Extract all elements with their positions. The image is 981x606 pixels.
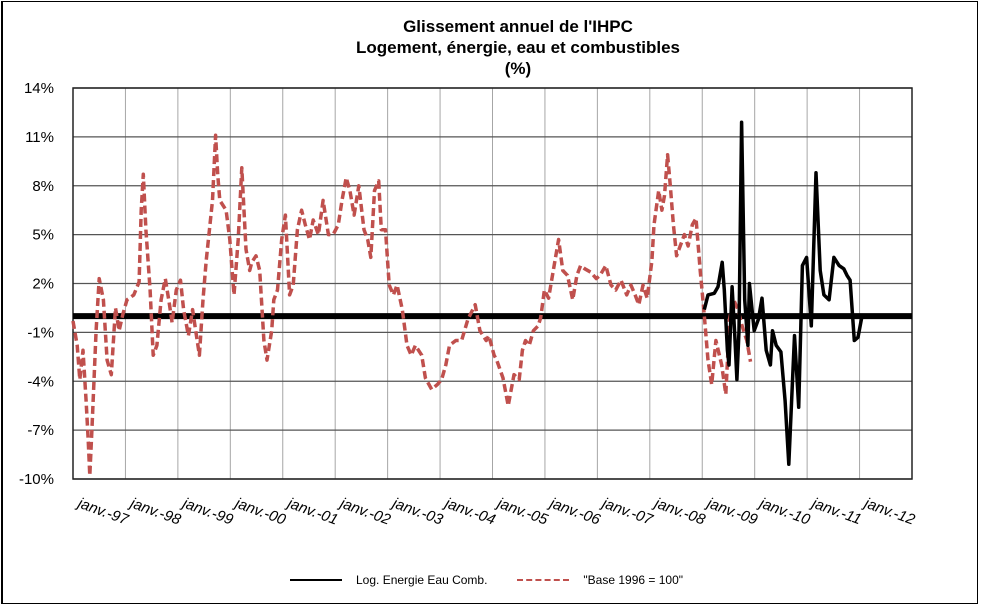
legend-swatch-solid	[290, 579, 342, 581]
x-tick-label: janv.-05	[493, 494, 550, 529]
x-tick-label: janv.-06	[546, 494, 603, 529]
x-tick-label: janv.-97	[74, 494, 131, 529]
series-line-base-1996	[71, 133, 753, 478]
legend-swatch-dashed	[517, 579, 570, 581]
plot-border	[72, 87, 913, 480]
x-tick-label: janv.-03	[388, 494, 445, 529]
title-line-3: (%)	[504, 59, 532, 78]
legend: Log. Energie Eau Comb. "Base 1996 = 100"	[290, 570, 713, 590]
x-tick-label: janv.-07	[598, 494, 655, 529]
y-tick-label: 11%	[25, 129, 54, 146]
title-line-2: Logement, énergie, eau et combustibles	[355, 38, 681, 57]
x-tick-label: janv.-08	[651, 494, 708, 529]
legend-label-log-energie: Log. Energie Eau Comb.	[356, 573, 488, 587]
y-tick-label: -10%	[19, 471, 54, 488]
chart-title: Glissement annuel de l'IHPC Logement, én…	[0, 16, 981, 79]
title-line-1: Glissement annuel de l'IHPC	[403, 17, 633, 36]
x-tick-label: janv.-01	[284, 494, 341, 529]
y-tick-label: 5%	[32, 227, 54, 244]
legend-item-log-energie: Log. Energie Eau Comb.	[290, 573, 487, 587]
legend-label-base-1996: "Base 1996 = 100"	[583, 573, 684, 587]
x-tick-label: janv.-98	[126, 494, 183, 529]
x-tick-label: janv.-12	[860, 494, 917, 529]
x-tick-label: janv.-99	[179, 494, 236, 529]
y-tick-label: -1%	[27, 324, 54, 341]
y-tick-label: -7%	[27, 422, 54, 439]
x-tick-label: janv.-11	[808, 494, 864, 528]
y-tick-label: 14%	[24, 80, 54, 97]
x-axis: janv.-97janv.-98janv.-99janv.-00janv.-01…	[74, 494, 918, 529]
x-tick-label: janv.-02	[336, 494, 393, 529]
y-tick-label: 8%	[32, 178, 54, 195]
series-group	[71, 120, 912, 478]
x-tick-label: janv.-00	[231, 494, 288, 529]
y-tick-label: -4%	[27, 373, 54, 390]
legend-item-base-1996: "Base 1996 = 100"	[517, 573, 683, 587]
x-tick-label: janv.-09	[703, 494, 760, 529]
y-tick-label: 2%	[32, 276, 54, 293]
x-tick-label: janv.-10	[755, 494, 812, 529]
x-tick-label: janv.-04	[441, 494, 498, 529]
y-axis: 14% 11% 8% 5% 2% -1% -4% -7% -10%	[19, 80, 54, 488]
